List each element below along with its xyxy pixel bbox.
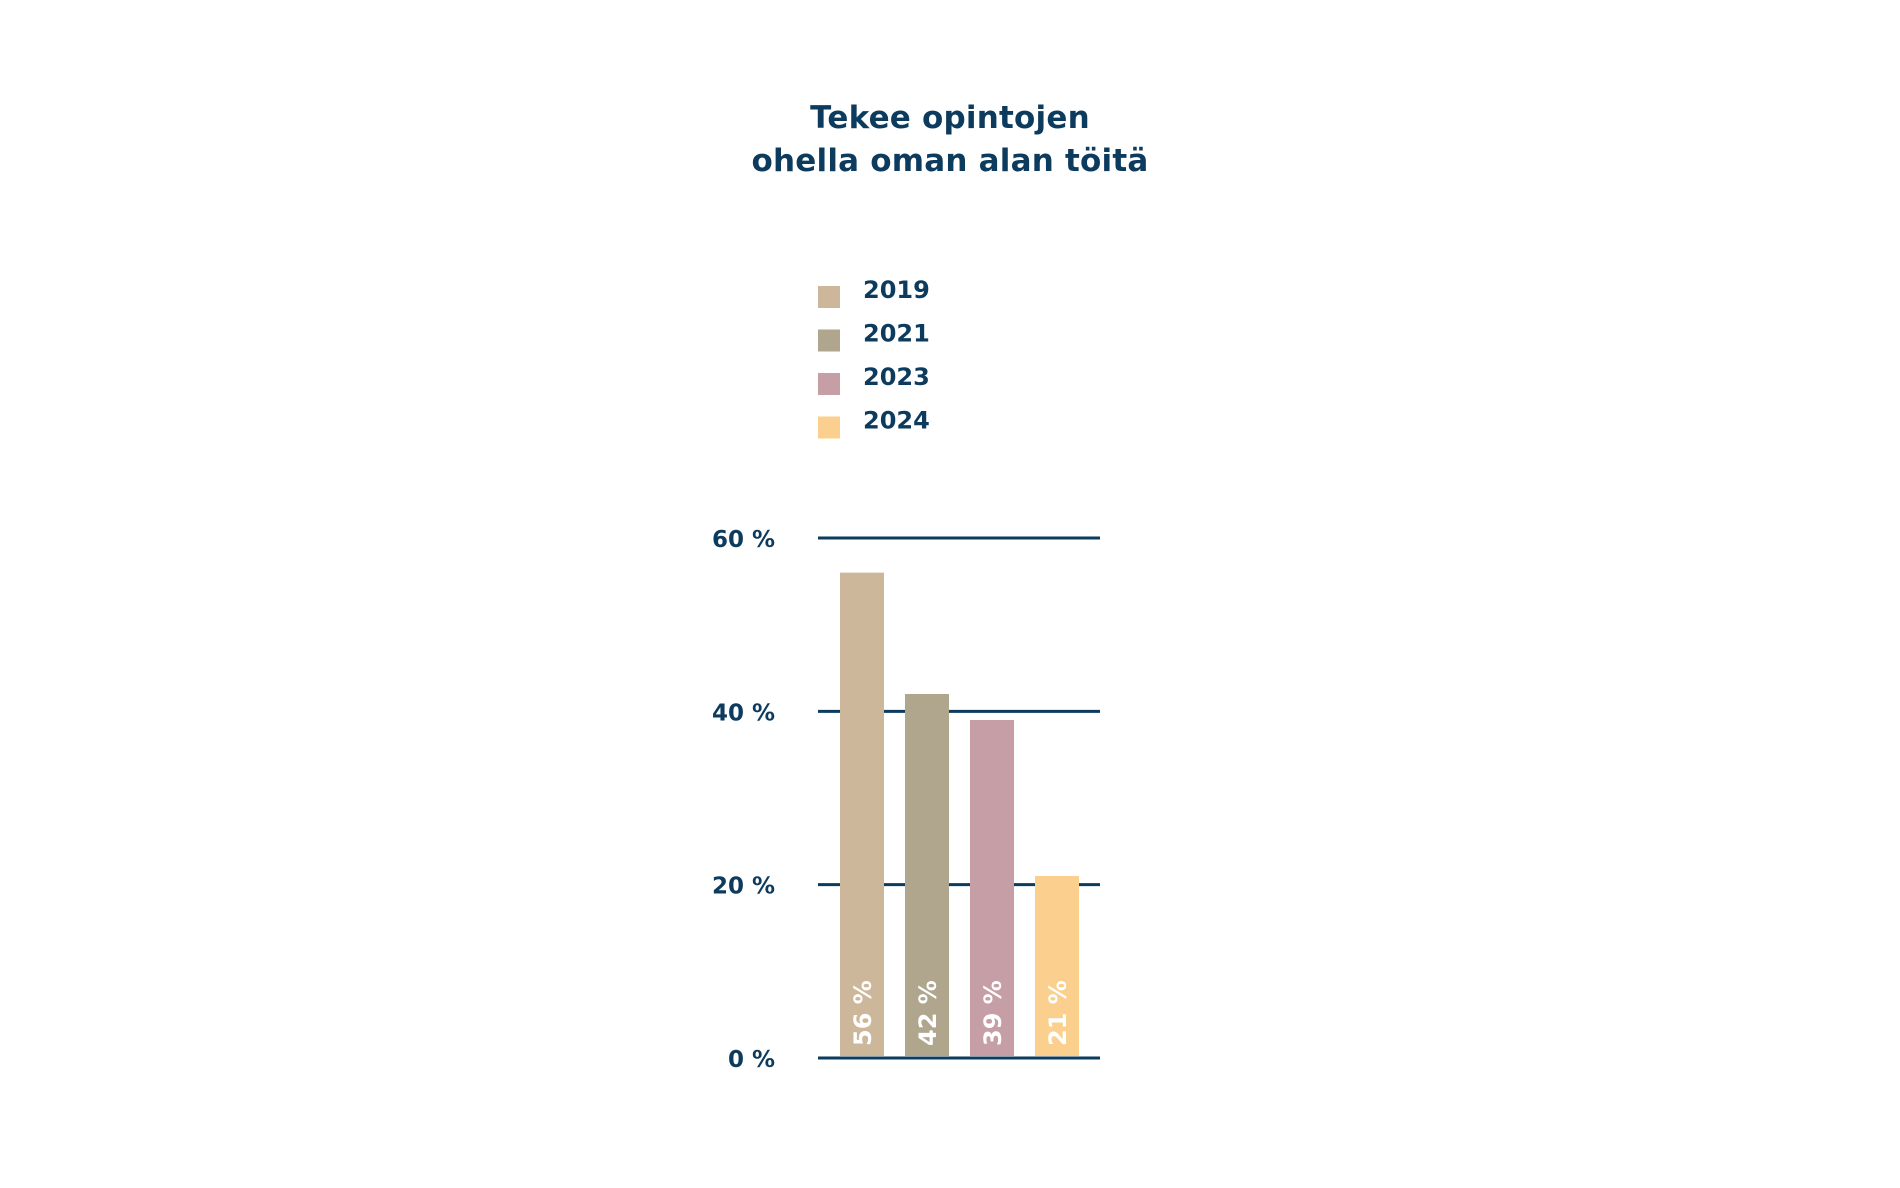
bar-2024 bbox=[1035, 876, 1079, 1056]
y-tick-label-20: 20 % bbox=[712, 874, 775, 900]
bar-2019 bbox=[840, 572, 884, 1056]
legend-label-2024: 2024 bbox=[863, 407, 930, 435]
y-tick-label-40: 40 % bbox=[712, 700, 775, 726]
y-tick-label-0: 0 % bbox=[728, 1047, 775, 1073]
legend-swatch-2023 bbox=[818, 373, 840, 395]
legend-label-2023: 2023 bbox=[863, 363, 930, 391]
y-tick-label-60: 60 % bbox=[712, 527, 775, 553]
bar-value-label-2019: 56 % bbox=[849, 980, 877, 1046]
legend-swatch-2024 bbox=[818, 416, 840, 439]
legend-label-2019: 2019 bbox=[863, 276, 930, 304]
chart-title-line-2: ohella oman alan töitä bbox=[751, 143, 1149, 179]
chart-title-line-1: Tekee opintojen bbox=[810, 100, 1090, 136]
bar-value-label-2024: 21 % bbox=[1044, 980, 1072, 1046]
bar-2021 bbox=[905, 694, 949, 1056]
bar-value-label-2021: 42 % bbox=[914, 980, 942, 1046]
legend-swatch-2019 bbox=[818, 286, 840, 308]
legend-label-2021: 2021 bbox=[863, 320, 930, 348]
bar-2023 bbox=[970, 720, 1014, 1056]
bar-value-label-2023: 39 % bbox=[979, 980, 1007, 1046]
legend-swatch-2021 bbox=[818, 329, 840, 352]
